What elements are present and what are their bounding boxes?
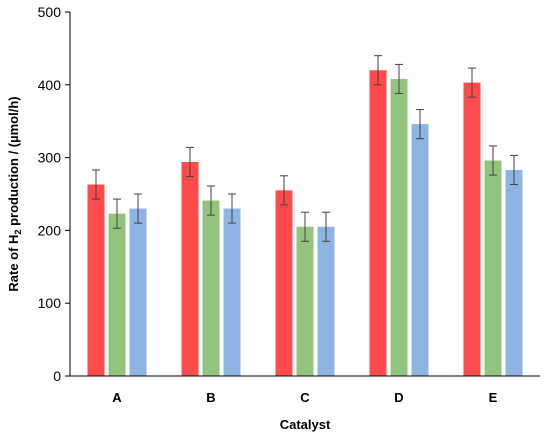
bar [317, 226, 335, 376]
y-tick-label: 400 [38, 77, 62, 93]
bar [87, 184, 105, 376]
bar [411, 124, 429, 376]
error-bars [92, 55, 518, 242]
y-tick-label: 100 [38, 295, 62, 311]
bar [181, 161, 199, 376]
y-axis-title-suffix: production / (µmol/h) [6, 96, 21, 229]
y-tick-label: 500 [38, 4, 62, 20]
bar [484, 160, 502, 376]
y-axis-title-prefix: Rate of H [6, 235, 21, 292]
x-category-label: D [394, 390, 403, 405]
x-axis-categories: A B C D E [112, 390, 497, 405]
bar [108, 213, 126, 376]
bar [296, 226, 314, 376]
bar [275, 190, 293, 376]
bar [505, 169, 523, 376]
y-axis-ticks: 0 100 200 300 400 500 [38, 4, 70, 384]
bars [87, 70, 523, 377]
x-category-label: A [112, 390, 122, 405]
bar [463, 82, 481, 376]
bar [202, 200, 220, 376]
bar [369, 70, 387, 377]
y-tick-label: 300 [38, 150, 62, 166]
y-axis-title-subscript: 2 [13, 230, 23, 235]
bar [129, 208, 147, 376]
bar [390, 78, 408, 376]
x-category-label: C [300, 390, 310, 405]
y-tick-label: 0 [53, 368, 61, 384]
x-category-label: B [206, 390, 215, 405]
bar [223, 208, 241, 376]
y-tick-label: 200 [38, 222, 62, 238]
y-axis-title: Rate of H2 production / (µmol/h) [6, 96, 23, 291]
x-axis-title: Catalyst [280, 417, 331, 432]
x-category-label: E [489, 390, 498, 405]
